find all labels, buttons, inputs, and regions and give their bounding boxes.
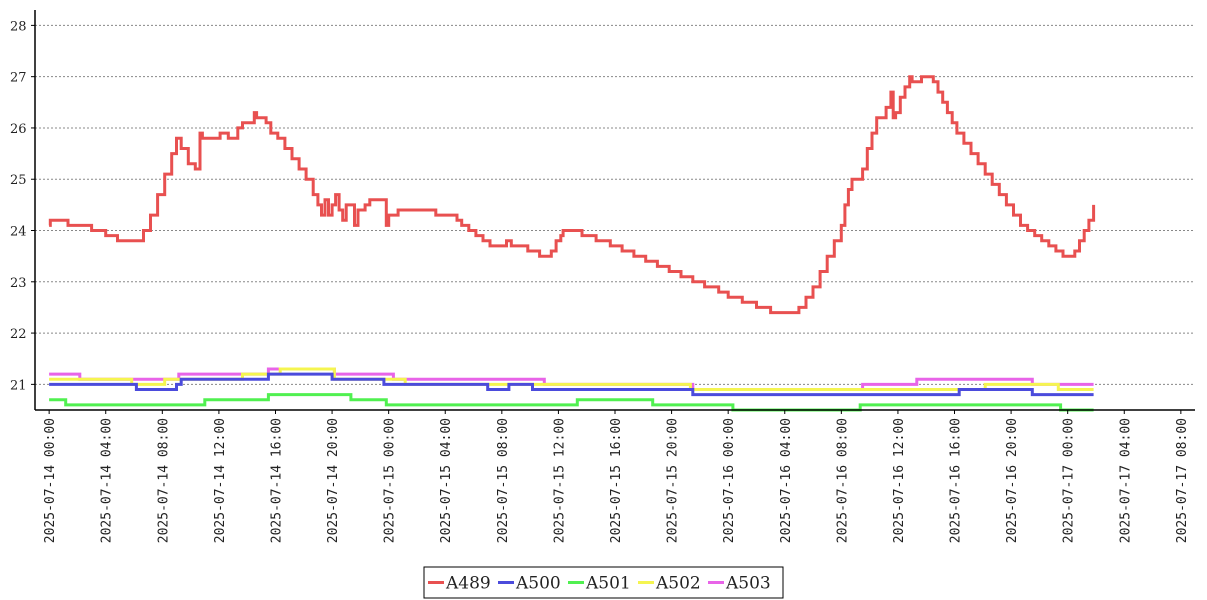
legend-label: A503 [725, 574, 771, 594]
x-tick-label: 2025-07-14 20:00 [326, 418, 341, 543]
y-tick-label: 26 [10, 122, 27, 137]
legend-label: A502 [655, 574, 701, 594]
x-tick-label: 2025-07-16 20:00 [1005, 418, 1020, 543]
x-tick-label: 2025-07-14 12:00 [213, 418, 228, 543]
y-tick-label: 22 [10, 327, 27, 342]
x-tick-label: 2025-07-14 04:00 [100, 418, 115, 543]
x-tick-label: 2025-07-16 16:00 [949, 418, 964, 543]
y-tick-label: 28 [10, 19, 27, 34]
series-lines [48, 75, 1096, 412]
x-tick-label: 2025-07-17 00:00 [1062, 418, 1077, 543]
series-line-a489 [48, 75, 1096, 315]
x-axis-ticks: 2025-07-14 00:00 2025-07-14 04:00 2025-07-… [43, 410, 1190, 543]
x-tick-label: 2025-07-14 16:00 [269, 418, 284, 543]
x-tick-label: 2025-07-15 12:00 [552, 418, 567, 543]
x-tick-label: 2025-07-14 00:00 [43, 418, 58, 543]
x-tick-label: 2025-07-16 12:00 [892, 418, 907, 543]
x-tick-label: 2025-07-15 00:00 [383, 418, 398, 543]
x-tick-label: 2025-07-16 00:00 [722, 418, 737, 543]
x-tick-label: 2025-07-17 08:00 [1175, 418, 1190, 543]
x-tick-label: 2025-07-17 04:00 [1118, 418, 1133, 543]
y-axis-ticks: 21 22 23 24 25 26 27 28 [10, 19, 35, 393]
gridlines [35, 24, 1195, 385]
x-tick-label: 2025-07-14 08:00 [156, 418, 171, 543]
legend-label: A489 [445, 574, 491, 594]
y-tick-label: 21 [10, 378, 27, 393]
x-tick-label: 2025-07-16 04:00 [779, 418, 794, 543]
legend: A489 A500 A501 A502 A503 [423, 566, 784, 599]
y-tick-label: 24 [10, 225, 27, 240]
y-tick-label: 23 [10, 276, 27, 291]
x-tick-label: 2025-07-15 04:00 [439, 418, 454, 543]
x-tick-label: 2025-07-15 08:00 [496, 418, 511, 543]
legend-label: A500 [515, 574, 561, 594]
y-tick-label: 25 [10, 173, 27, 188]
x-tick-label: 2025-07-16 08:00 [835, 418, 850, 543]
legend-label: A501 [585, 574, 631, 594]
y-tick-label: 27 [10, 71, 27, 86]
series-line-a502 [49, 367, 1094, 391]
x-tick-label: 2025-07-15 20:00 [666, 418, 681, 543]
series-line-a501 [49, 393, 1094, 412]
series-line-a500 [49, 372, 1094, 397]
x-tick-label: 2025-07-15 16:00 [609, 418, 624, 543]
